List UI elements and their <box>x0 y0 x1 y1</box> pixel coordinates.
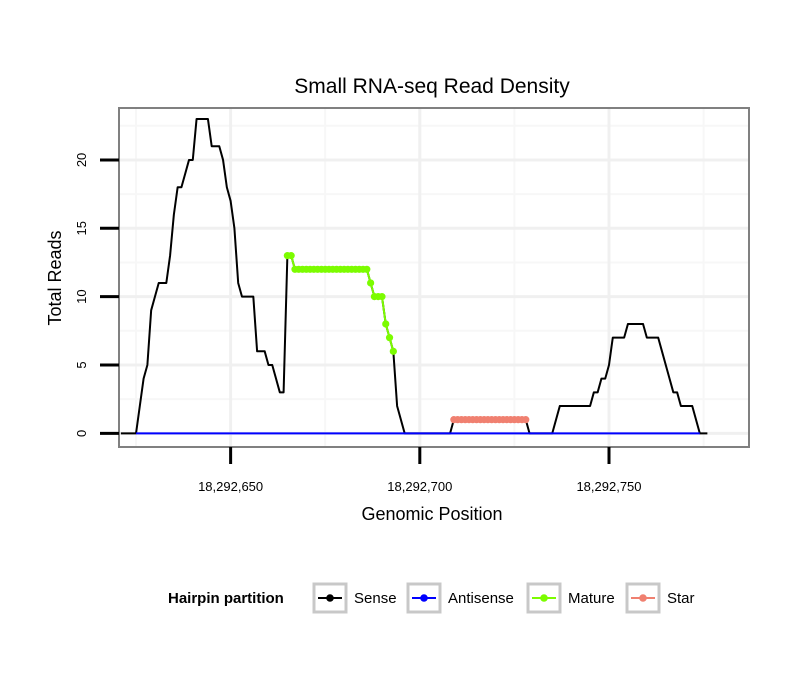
legend-label-star: Star <box>667 590 695 607</box>
legend-item-sense: Sense <box>312 582 397 614</box>
series-mature <box>283 252 397 355</box>
legend-label-antisense: Antisense <box>448 590 514 607</box>
y-axis: 0 5 10 15 20 <box>74 153 119 437</box>
data-point-mature <box>382 320 390 328</box>
y-axis-title: Total Reads <box>45 230 65 325</box>
data-point-mature <box>389 347 397 355</box>
data-point-mature <box>363 265 371 273</box>
legend-title: Hairpin partition <box>168 590 284 607</box>
legend-key-point-star <box>639 594 647 602</box>
plot-area <box>118 107 750 448</box>
y-tick-label: 15 <box>74 221 89 235</box>
legend: Hairpin partition Sense Antisense Mature St… <box>168 582 695 614</box>
series-star <box>450 416 530 424</box>
x-tick-label: 18,292,750 <box>576 479 641 494</box>
legend-key-point-sense <box>326 594 334 602</box>
data-point-mature <box>287 252 295 260</box>
legend-label-sense: Sense <box>354 590 397 607</box>
plot-border <box>118 107 750 448</box>
x-tick-label: 18,292,700 <box>387 479 452 494</box>
data-point-mature <box>378 293 386 301</box>
legend-item-star: Star <box>625 582 695 614</box>
legend-item-antisense: Antisense <box>406 582 514 614</box>
y-tick-label: 5 <box>74 361 89 368</box>
chart-title: Small RNA-seq Read Density <box>294 75 570 98</box>
data-point-mature <box>367 279 375 287</box>
legend-item-mature: Mature <box>526 582 615 614</box>
y-tick-label: 0 <box>74 430 89 437</box>
x-axis: 18,292,650 18,292,700 18,292,750 <box>198 447 642 494</box>
data-point-mature <box>385 334 394 342</box>
legend-key-point-mature <box>540 594 548 602</box>
legend-key-point-antisense <box>420 594 428 602</box>
x-axis-title: Genomic Position <box>361 504 502 524</box>
y-tick-label: 10 <box>74 289 89 303</box>
x-tick-label: 18,292,650 <box>198 479 263 494</box>
y-tick-label: 20 <box>74 153 89 167</box>
series-layer <box>120 117 708 435</box>
data-point-star <box>522 416 530 424</box>
legend-label-mature: Mature <box>568 590 615 607</box>
